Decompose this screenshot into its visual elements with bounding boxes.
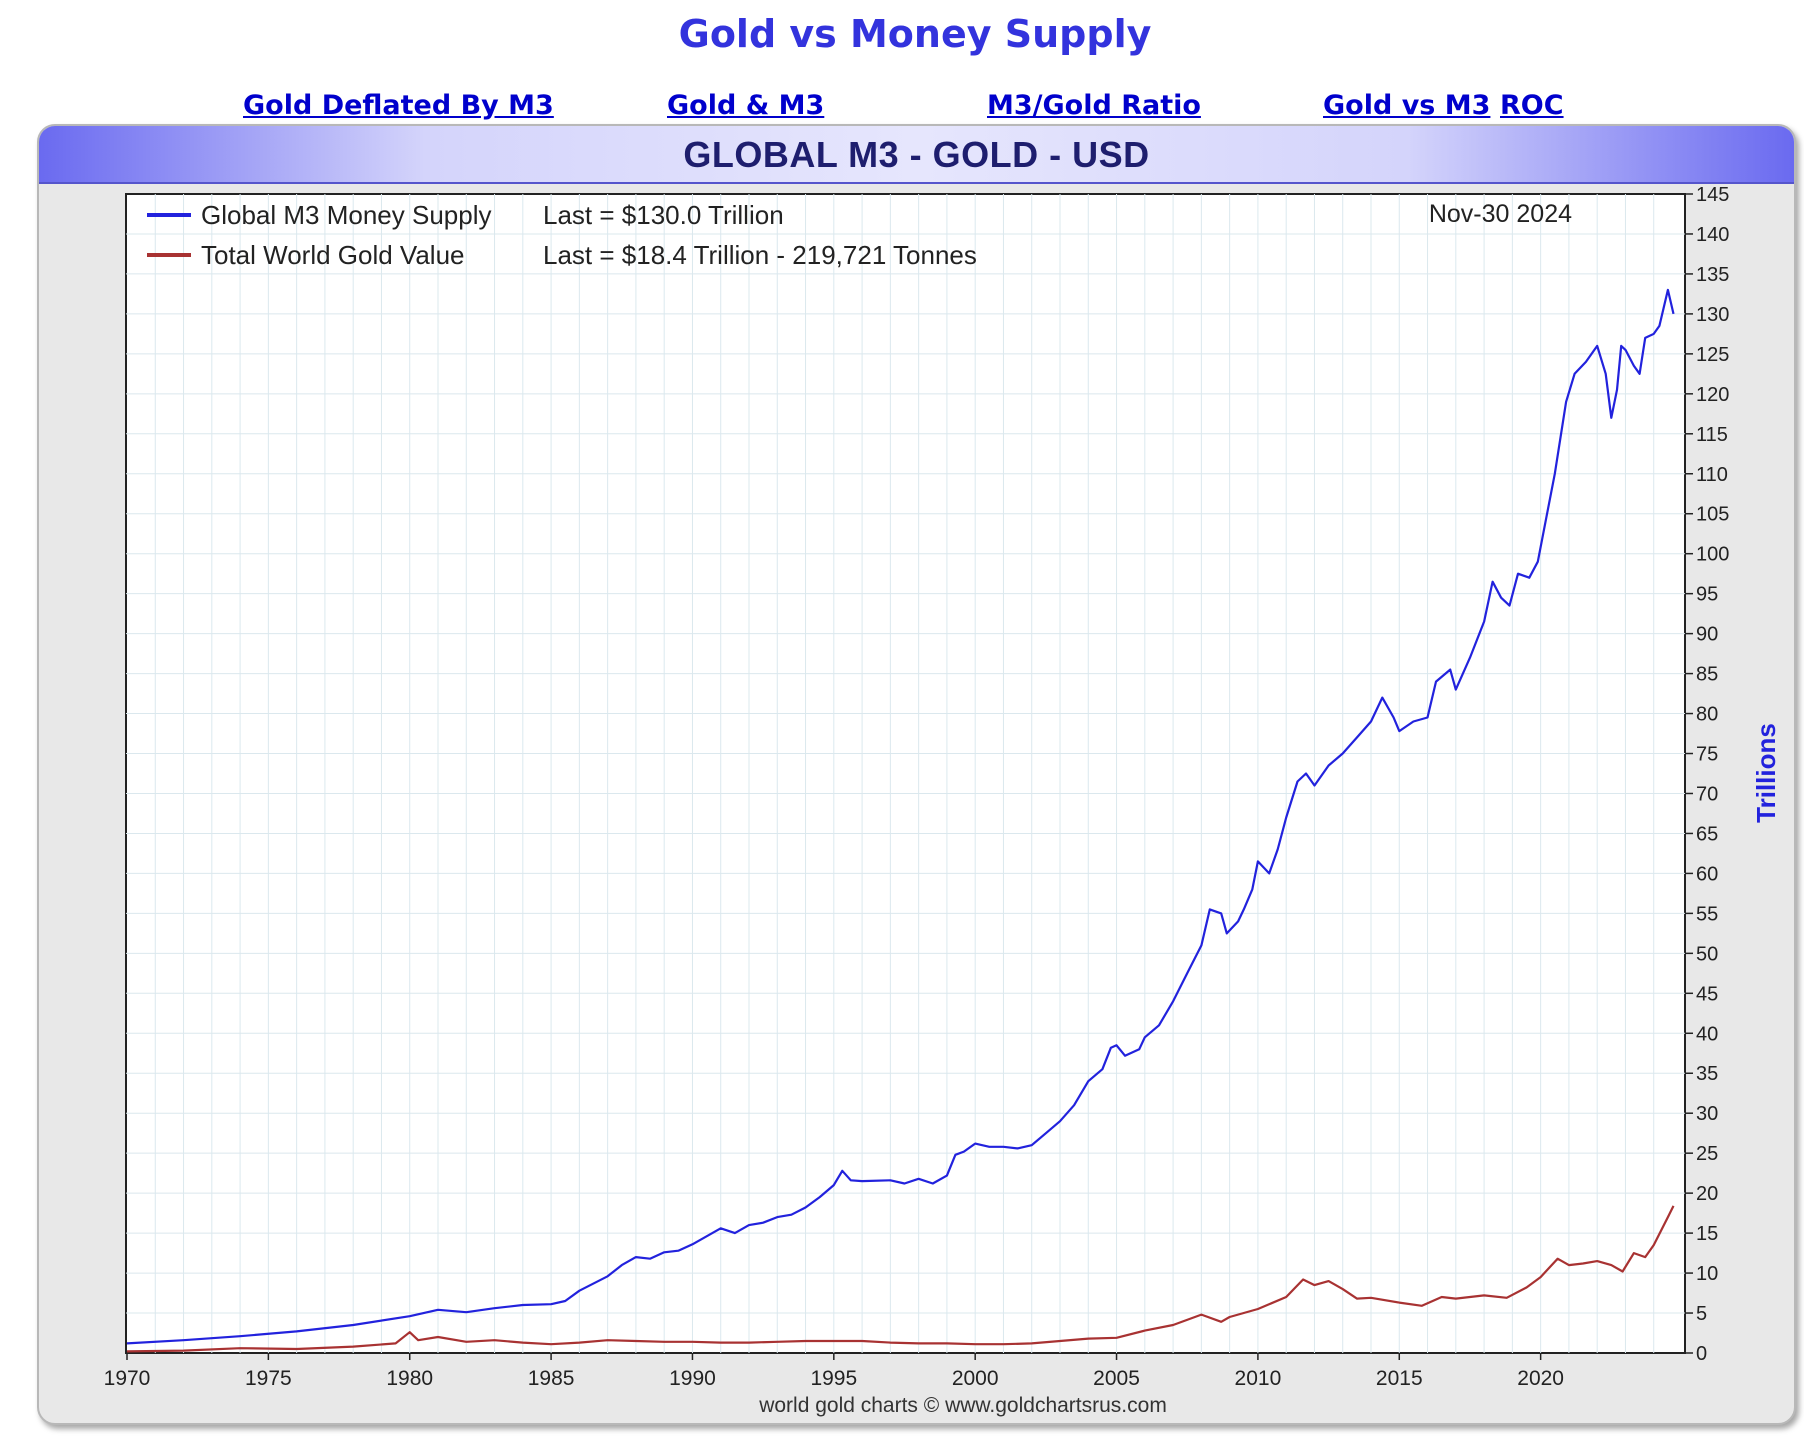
y-tick-label: 55 <box>1696 903 1718 925</box>
y-tick-label: 95 <box>1696 584 1718 606</box>
y-tick-label: 85 <box>1696 664 1718 686</box>
x-tick-label: 1995 <box>810 1367 857 1390</box>
y-tick-label: 10 <box>1696 1263 1718 1285</box>
y-tick-label: 50 <box>1696 943 1718 965</box>
chart-title: GLOBAL M3 - GOLD - USD <box>683 134 1150 175</box>
y-tick-label: 40 <box>1696 1023 1718 1045</box>
y-tick-label: 65 <box>1696 823 1718 845</box>
x-tick-label: 1990 <box>669 1367 716 1390</box>
y-tick-label: 30 <box>1696 1103 1718 1125</box>
page-title: Gold vs Money Supply <box>678 12 1152 56</box>
y-tick-label: 20 <box>1696 1183 1718 1205</box>
x-tick-label: 2000 <box>952 1367 999 1390</box>
y-tick-label: 25 <box>1696 1143 1718 1165</box>
y-tick-label: 60 <box>1696 863 1718 885</box>
series-lines <box>126 288 1675 1353</box>
legend: Global M3 Money Supply Last = $130.0 Tril… <box>147 200 977 270</box>
y-tick-label: 115 <box>1696 424 1728 446</box>
y-tick-label: 135 <box>1696 264 1729 286</box>
x-tick-label: 1985 <box>528 1367 575 1390</box>
date-label: Nov-30 2024 <box>1429 200 1572 228</box>
y-tick-label: 45 <box>1696 983 1718 1005</box>
x-tick-label: 1975 <box>245 1367 292 1390</box>
chart-credit: world gold charts © www.goldchartsrus.co… <box>758 1394 1167 1417</box>
x-tick-label: 2010 <box>1235 1367 1282 1390</box>
series-line-world-gold-value <box>126 1205 1675 1353</box>
y-tick-label: 15 <box>1696 1223 1718 1245</box>
y-tick-label: 130 <box>1696 304 1729 326</box>
y-tick-label: 140 <box>1696 224 1729 246</box>
nav-link-gold-vs-m3[interactable]: Gold vs M3 <box>1323 90 1491 121</box>
legend-entry-name: Global M3 Money Supply <box>201 200 491 230</box>
y-tick-label: 145 <box>1696 184 1729 206</box>
y-tick-label: 100 <box>1696 544 1729 566</box>
nav-link-roc[interactable]: ROC <box>1500 90 1564 121</box>
legend-entry-last-value: Last = $18.4 Trillion - 219,721 Tonnes <box>543 240 977 270</box>
y-tick-label: 0 <box>1696 1343 1707 1365</box>
y-tick-label: 90 <box>1696 624 1718 646</box>
chart-header: GLOBAL M3 - GOLD - USD <box>39 126 1794 184</box>
series-line-global-m3 <box>126 288 1675 1345</box>
y-tick-label: 80 <box>1696 704 1718 726</box>
legend-entry-name: Total World Gold Value <box>201 240 465 270</box>
y-axis-label: Trillions <box>1751 723 1781 823</box>
y-tick-label: 110 <box>1696 464 1728 486</box>
x-tick-label: 2020 <box>1517 1367 1564 1390</box>
plot-area <box>125 193 1686 1354</box>
grid-lines <box>126 194 1685 1353</box>
y-tick-label: 75 <box>1696 744 1718 766</box>
y-tick-label: 120 <box>1696 384 1729 406</box>
nav-link-gold-deflated-by-m3[interactable]: Gold Deflated By M3 <box>243 90 554 121</box>
y-tick-label: 105 <box>1696 504 1729 526</box>
x-tick-label: 1980 <box>386 1367 433 1390</box>
y-tick-label: 125 <box>1696 344 1729 366</box>
nav-link-gold-and-m3[interactable]: Gold & M3 <box>667 90 825 121</box>
x-tick-label: 2005 <box>1093 1367 1140 1390</box>
y-tick-label: 35 <box>1696 1063 1718 1085</box>
legend-entry-last-value: Last = $130.0 Trillion <box>543 200 784 230</box>
x-tick-label: 1970 <box>104 1367 151 1390</box>
x-tick-label: 2015 <box>1376 1367 1423 1390</box>
axes: 1970 1975 1980 1985 1990 1995 2000 2005 2010 2015… <box>104 184 1730 1390</box>
nav-link-m3-gold-ratio[interactable]: M3/Gold Ratio <box>987 90 1201 121</box>
y-tick-label: 5 <box>1696 1303 1707 1325</box>
y-tick-label: 70 <box>1696 783 1718 805</box>
